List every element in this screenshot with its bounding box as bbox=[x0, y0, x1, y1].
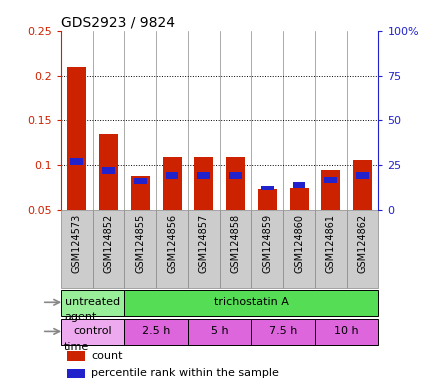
Bar bbox=[229, 172, 241, 179]
Text: GSM124573: GSM124573 bbox=[72, 214, 82, 273]
Bar bbox=[124, 210, 156, 288]
Bar bbox=[260, 186, 273, 190]
Text: control: control bbox=[73, 326, 112, 336]
Bar bbox=[61, 319, 124, 345]
Bar bbox=[61, 210, 92, 288]
Bar bbox=[194, 157, 213, 210]
Text: time: time bbox=[64, 341, 89, 352]
Text: GDS2923 / 9824: GDS2923 / 9824 bbox=[61, 16, 174, 30]
Bar bbox=[251, 319, 314, 345]
Text: GSM124856: GSM124856 bbox=[167, 214, 177, 273]
Text: 10 h: 10 h bbox=[334, 326, 358, 336]
Bar bbox=[321, 170, 339, 210]
Bar bbox=[131, 176, 149, 210]
Text: 2.5 h: 2.5 h bbox=[141, 326, 170, 336]
Bar bbox=[61, 290, 124, 316]
Bar bbox=[251, 210, 283, 288]
Bar bbox=[219, 210, 251, 288]
Bar bbox=[162, 157, 181, 210]
Bar bbox=[124, 319, 187, 345]
Text: trichostatin A: trichostatin A bbox=[214, 297, 288, 307]
Bar bbox=[134, 178, 146, 184]
Bar bbox=[124, 290, 378, 316]
Bar bbox=[226, 157, 244, 210]
Bar bbox=[352, 160, 371, 210]
Text: GSM124857: GSM124857 bbox=[198, 214, 208, 273]
Text: 7.5 h: 7.5 h bbox=[268, 326, 297, 336]
Bar bbox=[292, 182, 305, 187]
Text: percentile rank within the sample: percentile rank within the sample bbox=[91, 368, 278, 379]
Bar bbox=[67, 351, 85, 361]
Bar bbox=[257, 189, 276, 210]
Text: GSM124852: GSM124852 bbox=[103, 214, 113, 273]
Text: GSM124858: GSM124858 bbox=[230, 214, 240, 273]
Bar bbox=[102, 167, 115, 174]
Bar bbox=[67, 66, 86, 210]
Bar bbox=[70, 158, 83, 165]
Bar bbox=[187, 210, 219, 288]
Bar bbox=[92, 210, 124, 288]
Bar bbox=[314, 319, 378, 345]
Bar bbox=[67, 369, 85, 379]
Bar bbox=[289, 187, 308, 210]
Text: GSM124859: GSM124859 bbox=[262, 214, 272, 273]
Bar bbox=[346, 210, 378, 288]
Text: GSM124862: GSM124862 bbox=[357, 214, 367, 273]
Bar bbox=[165, 172, 178, 179]
Text: count: count bbox=[91, 351, 122, 361]
Bar bbox=[197, 172, 210, 179]
Bar bbox=[187, 319, 251, 345]
Text: GSM124860: GSM124860 bbox=[293, 214, 303, 273]
Bar bbox=[324, 177, 336, 183]
Bar bbox=[99, 134, 118, 210]
Text: GSM124855: GSM124855 bbox=[135, 214, 145, 273]
Text: agent: agent bbox=[64, 313, 96, 323]
Bar bbox=[314, 210, 346, 288]
Bar bbox=[283, 210, 314, 288]
Bar bbox=[156, 210, 187, 288]
Text: GSM124861: GSM124861 bbox=[325, 214, 335, 273]
Text: 5 h: 5 h bbox=[210, 326, 228, 336]
Text: untreated: untreated bbox=[65, 297, 120, 307]
Bar bbox=[355, 172, 368, 179]
